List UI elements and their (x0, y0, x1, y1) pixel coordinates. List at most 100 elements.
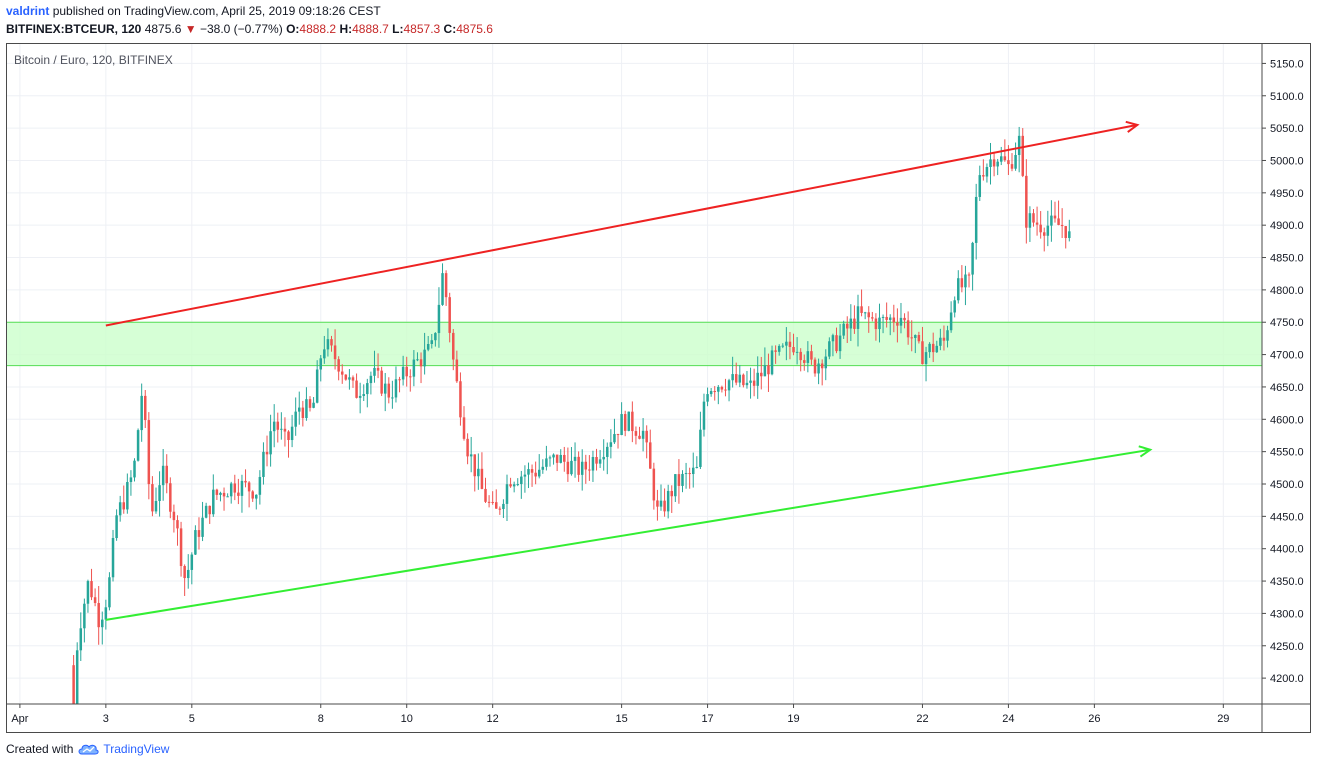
candle-body (860, 306, 863, 313)
candle-body (931, 343, 935, 353)
candle-body (265, 451, 269, 455)
chart-frame[interactable] (6, 43, 1311, 733)
candle-body (409, 376, 412, 378)
candle-body (469, 454, 473, 457)
y-tick-label: 4600.0 (1270, 414, 1304, 426)
candle-body (262, 451, 265, 477)
candle-body (477, 468, 480, 477)
candle-body (290, 426, 294, 441)
x-tick-label: 26 (1088, 713, 1100, 725)
candles (72, 126, 1071, 704)
y-tick-label: 4750.0 (1270, 317, 1304, 329)
y-tick-label: 4500.0 (1270, 479, 1304, 491)
candle-body (982, 175, 985, 177)
candle-body (229, 483, 233, 497)
y-tick-label: 5050.0 (1270, 123, 1304, 135)
candle-body (1028, 213, 1032, 228)
candle-body (845, 323, 849, 329)
published-text: published on TradingView.com, April 25, … (52, 4, 381, 18)
candle-body (190, 554, 194, 570)
candle-body (151, 484, 154, 512)
candle-body (749, 380, 752, 383)
candle-body (570, 460, 573, 475)
candle-body (1057, 218, 1060, 225)
candle-body (946, 330, 949, 341)
candle-body (756, 372, 759, 386)
candle-body (423, 349, 426, 367)
candle-body (849, 318, 853, 329)
candle-body (115, 515, 118, 539)
candle-body (122, 502, 126, 510)
candle-body (1003, 156, 1007, 161)
y-tick-label: 4800.0 (1270, 285, 1304, 297)
candle-body (530, 469, 534, 473)
close-label: C: (443, 22, 457, 36)
candle-body (688, 473, 691, 475)
candle-body (212, 489, 215, 515)
tradingview-link[interactable]: TradingView (103, 742, 170, 756)
candle-body (552, 454, 555, 458)
candle-body (509, 484, 512, 487)
candle-body (770, 350, 774, 375)
candle-body (104, 607, 108, 620)
candle-body (366, 383, 369, 395)
candle-body (226, 496, 229, 498)
candle-body (638, 435, 641, 439)
candle-body (355, 380, 358, 398)
candle-body (305, 399, 308, 419)
candle-body (401, 366, 405, 380)
candle-body (874, 318, 878, 330)
candle-body (631, 411, 634, 432)
candle-body (649, 442, 652, 469)
candle-body (208, 505, 211, 515)
candle-body (842, 323, 845, 336)
candle-body (487, 501, 491, 503)
candle-body (86, 581, 90, 604)
candle-body (416, 359, 419, 361)
candle-body (1050, 215, 1053, 226)
candle-body (380, 370, 383, 394)
candle-body (79, 628, 83, 651)
candle-body (93, 597, 97, 604)
author-name[interactable]: valdrint (6, 4, 50, 18)
x-tick-label: 5 (189, 713, 195, 725)
candle-body (143, 395, 147, 421)
candle-body (989, 159, 992, 168)
candle-body (494, 502, 498, 509)
x-tick-label: 17 (701, 713, 713, 725)
candle-body (598, 459, 602, 464)
candle-body (333, 345, 337, 360)
down-arrow-icon: ▼ (184, 22, 197, 36)
candle-body (634, 431, 638, 436)
x-tick-label: 8 (318, 713, 324, 725)
candle-body (247, 482, 251, 492)
last-price: 4875.6 (144, 22, 182, 36)
horizontal-zone[interactable] (7, 321, 1262, 367)
candle-body (917, 335, 921, 342)
candle-body (720, 386, 724, 390)
candle-body (745, 382, 749, 386)
x-tick-label: 3 (103, 713, 109, 725)
candle-body (1068, 231, 1071, 238)
y-tick-label: 5100.0 (1270, 91, 1304, 103)
candle-body (652, 468, 656, 501)
candle-body (161, 465, 165, 486)
candle-body (555, 454, 559, 463)
candle-body (434, 333, 437, 341)
candle-body (480, 468, 484, 489)
candle-body (659, 500, 663, 507)
x-tick-label: 12 (487, 713, 499, 725)
candle-body (584, 461, 588, 470)
candle-body (924, 352, 928, 365)
y-tick-label: 4950.0 (1270, 188, 1304, 200)
trendlines[interactable] (105, 120, 1153, 621)
candle-body (441, 273, 444, 305)
candle-body (602, 456, 605, 460)
candle-body (1014, 155, 1017, 169)
candle-body (588, 469, 591, 471)
candle-body (813, 359, 817, 374)
candle-body (280, 428, 283, 430)
candle-body (674, 474, 677, 497)
candle-body (1035, 222, 1039, 225)
